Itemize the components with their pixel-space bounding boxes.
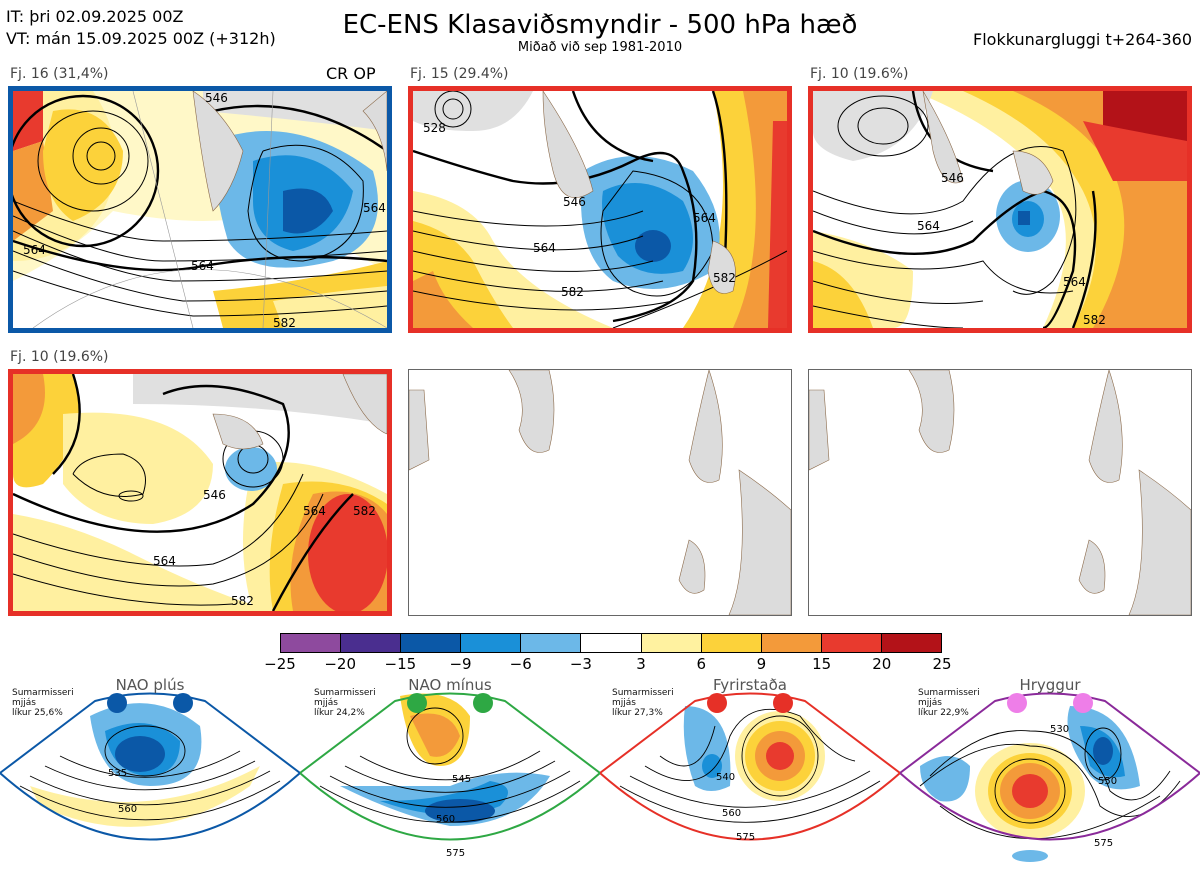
- colorbar-tick: 25: [932, 655, 952, 673]
- colorbar-bin: [641, 634, 702, 652]
- contour-label: 575: [736, 832, 756, 843]
- contour-label: 564: [363, 201, 386, 215]
- contour-label: 564: [533, 241, 556, 255]
- contour-label: 564: [23, 243, 46, 257]
- initial-time: IT: þri 02.09.2025 00Z: [6, 7, 184, 26]
- cluster-map-1[interactable]: 564 564 546 564 582: [8, 86, 392, 333]
- colorbar-tick: 3: [636, 655, 646, 673]
- empty-map-2: [808, 369, 1192, 616]
- page-subtitle: Miðað við sep 1981-2010: [517, 40, 683, 55]
- cluster-map-4-graphic: [13, 374, 387, 611]
- colorbar-bin: [281, 634, 342, 652]
- regime-info: Sumarmisseri mjjás líkur 27,3%: [612, 688, 674, 718]
- regime-blocking[interactable]: Fyrirstaða Sumarmisseri mjjás líkur 27,3% …: [600, 676, 900, 871]
- contour-label: 564: [693, 211, 716, 225]
- colorbar-tick: −9: [449, 655, 472, 673]
- contour-label: 575: [1094, 838, 1114, 849]
- contour-label: 546: [203, 488, 226, 502]
- colorbar-bin: [461, 634, 522, 652]
- colorbar-tick: −15: [384, 655, 417, 673]
- cluster-map-1-graphic: [13, 91, 387, 328]
- contour-label: 564: [303, 504, 326, 518]
- header-info: IT: þri 02.09.2025 00Z VT: mán 15.09.202…: [6, 6, 276, 50]
- colorbar-tick: −6: [509, 655, 532, 673]
- regime-name: NAO mínus: [408, 676, 492, 694]
- page-title: EC-ENS Klasaviðsmyndir - 500 hPa hæð: [342, 10, 858, 40]
- contour-label: 564: [191, 259, 214, 273]
- colorbar-bin: [341, 634, 402, 652]
- empty-map-1-graphic: [409, 370, 791, 615]
- colorbar-tick: −20: [324, 655, 356, 673]
- contour-label: 546: [205, 91, 228, 105]
- colorbar-bin: [821, 634, 882, 652]
- contour-label: 564: [917, 219, 940, 233]
- contour-label: 582: [1083, 313, 1106, 327]
- regime-nao-plus[interactable]: NAO plús Sumarmisseri mjjás líkur 25,6% 53…: [0, 676, 300, 871]
- classification-window: Flokkunargluggi t+264-360: [973, 30, 1192, 49]
- contour-label: 582: [273, 316, 296, 330]
- regime-name: Hryggur: [1019, 676, 1081, 694]
- contour-label: 546: [941, 171, 964, 185]
- contour-label: 528: [423, 121, 446, 135]
- cluster-map-2[interactable]: 528 546 564 582 564 582: [408, 86, 792, 333]
- regime-nao-minus-graphic: [300, 692, 600, 841]
- colorbar-bin: [581, 634, 642, 652]
- regime-info: Sumarmisseri mjjás líkur 25,6%: [12, 688, 74, 718]
- colorbar: [280, 633, 942, 653]
- colorbar-bin: [401, 634, 462, 652]
- panel-4-label: Fj. 10 (19.6%): [10, 349, 109, 365]
- colorbar-tick: 20: [872, 655, 892, 673]
- cluster-map-3[interactable]: 546 564 564 582: [808, 86, 1192, 333]
- contour-label: 564: [153, 554, 176, 568]
- contour-label: 582: [353, 504, 376, 518]
- regime-name: Fyrirstaða: [713, 676, 787, 694]
- panel-3-label: Fj. 10 (19.6%): [810, 66, 909, 82]
- contour-label: 560: [118, 804, 138, 815]
- colorbar-bin: [701, 634, 762, 652]
- panel-2-label: Fj. 15 (29.4%): [410, 66, 509, 82]
- contour-label: 535: [108, 768, 128, 779]
- panel-1-tag: CR OP: [326, 64, 376, 83]
- colorbar-tick: 15: [812, 655, 832, 673]
- contour-label: 530: [1050, 724, 1070, 735]
- valid-time: VT: mán 15.09.2025 00Z (+312h): [6, 29, 276, 48]
- regime-nao-minus[interactable]: NAO mínus Sumarmisseri mjjás líkur 24,2% 5…: [300, 676, 600, 871]
- contour-label: 575: [446, 848, 466, 859]
- colorbar-bin: [521, 634, 582, 652]
- contour-label: 564: [1063, 275, 1086, 289]
- colorbar-bin: [761, 634, 822, 652]
- regime-ridge[interactable]: Hryggur Sumarmisseri mjjás líkur 22,9% 530…: [900, 676, 1200, 871]
- colorbar-bin: [881, 634, 942, 652]
- contour-label: 582: [231, 594, 254, 608]
- regime-info: Sumarmisseri mjjás líkur 22,9%: [918, 688, 980, 718]
- cluster-map-2-graphic: [413, 91, 787, 328]
- contour-label: 540: [716, 772, 736, 783]
- colorbar-tick: −3: [569, 655, 592, 673]
- contour-label: 560: [722, 808, 742, 819]
- contour-label: 545: [452, 774, 472, 785]
- regime-nao-plus-graphic: [0, 692, 300, 841]
- colorbar-tick: 9: [756, 655, 767, 673]
- contour-label: 582: [713, 271, 736, 285]
- regime-frame: [0, 692, 300, 841]
- cluster-map-4[interactable]: 546 564 582 564 582: [8, 369, 392, 616]
- contour-label: 560: [436, 814, 456, 825]
- regime-blocking-graphic: [600, 692, 900, 841]
- regime-name: NAO plús: [115, 676, 185, 694]
- empty-map-2-graphic: [809, 370, 1191, 615]
- colorbar-tick: −25: [264, 655, 296, 673]
- contour-label: 546: [563, 195, 586, 209]
- contour-label: 550: [1098, 776, 1118, 787]
- regime-info: Sumarmisseri mjjás líkur 24,2%: [314, 688, 376, 718]
- colorbar-tick: 6: [696, 655, 707, 673]
- regime-ridge-graphic: [900, 692, 1200, 862]
- empty-map-1: [408, 369, 792, 616]
- panel-1-label: Fj. 16 (31,4%): [10, 66, 109, 82]
- contour-label: 582: [561, 285, 584, 299]
- cluster-map-3-graphic: [813, 91, 1187, 328]
